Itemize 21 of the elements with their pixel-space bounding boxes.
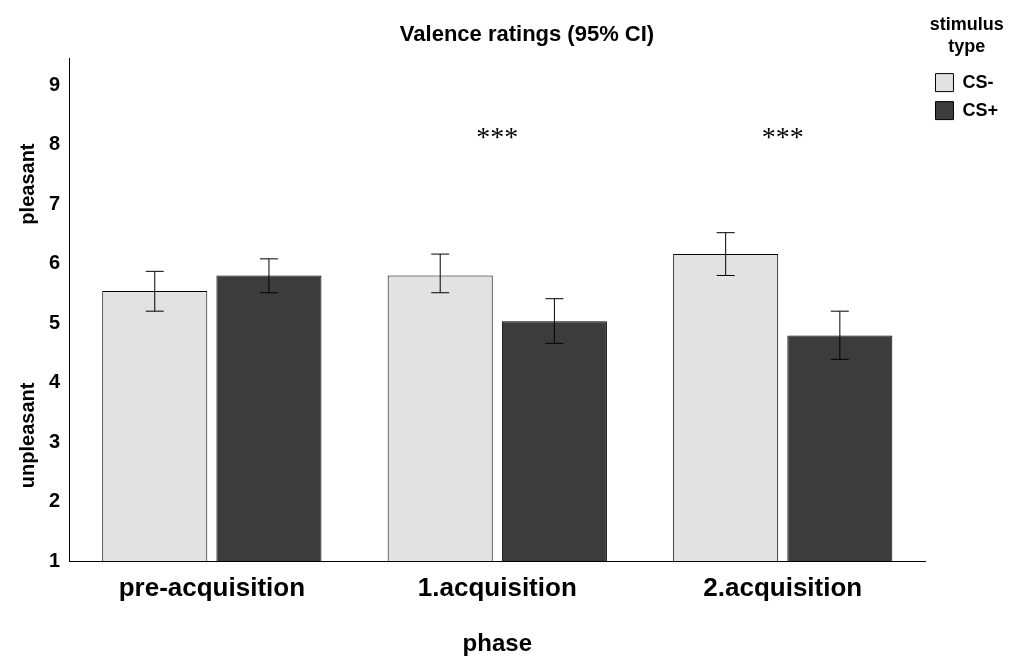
y-tick-label: 9 bbox=[49, 72, 61, 95]
y-tick-label: 4 bbox=[49, 370, 61, 393]
annotation: *** bbox=[476, 121, 519, 153]
chart-title: Valence ratings (95% CI) bbox=[399, 21, 655, 47]
legend-label: CS+ bbox=[962, 99, 999, 120]
y-tick-label: 1 bbox=[49, 548, 61, 571]
legend-title: stimulus type bbox=[929, 13, 1004, 56]
y-tick-label: 5 bbox=[49, 310, 61, 333]
y-tick-label: 3 bbox=[49, 429, 61, 452]
annotation: *** bbox=[761, 121, 804, 153]
y-tick-label: 8 bbox=[49, 132, 61, 155]
y-tick-label: 2 bbox=[49, 489, 61, 512]
x-axis-title: phase bbox=[462, 629, 532, 657]
y-tick-label: 7 bbox=[49, 191, 61, 214]
x-tick-label: 1.acquisition bbox=[417, 571, 577, 602]
legend-label: CS- bbox=[962, 71, 994, 92]
text: unpleasant bbox=[15, 382, 38, 489]
text: pleasant bbox=[15, 143, 38, 225]
y-tick-label: 6 bbox=[49, 251, 61, 274]
x-tick-label: pre-acquisition bbox=[118, 571, 306, 602]
x-tick-label: 2.acquisition bbox=[703, 571, 863, 602]
